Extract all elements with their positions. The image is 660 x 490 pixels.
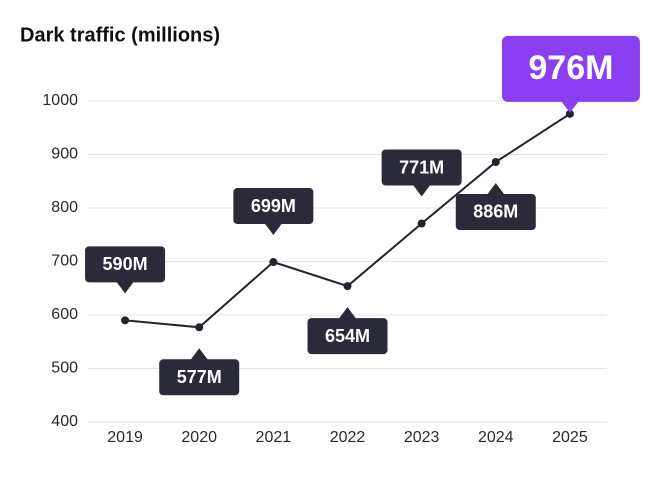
data-point xyxy=(269,258,278,267)
data-point xyxy=(565,109,574,118)
label-pointer xyxy=(412,184,431,197)
x-tick-label: 2025 xyxy=(552,429,588,446)
label-pointer xyxy=(116,281,135,294)
value-label-text: 699M xyxy=(251,196,296,216)
value-label-text: 654M xyxy=(325,326,370,346)
value-label: 976M xyxy=(501,35,640,113)
label-pointer xyxy=(190,348,209,361)
data-point xyxy=(491,157,500,166)
y-tick-label: 400 xyxy=(51,413,78,430)
y-tick-label: 600 xyxy=(51,306,78,323)
data-point xyxy=(121,316,130,325)
value-label: 577M xyxy=(159,348,240,396)
y-tick-label: 700 xyxy=(51,253,78,270)
y-tick-label: 800 xyxy=(51,199,78,216)
value-label: 654M xyxy=(307,307,388,355)
value-label-text: 976M xyxy=(528,49,613,87)
label-pointer xyxy=(264,223,283,236)
value-label: 699M xyxy=(233,188,314,236)
data-point xyxy=(195,323,204,332)
label-pointer xyxy=(338,307,357,320)
value-label: 771M xyxy=(381,149,462,197)
label-pointer xyxy=(560,100,579,113)
y-tick-label: 1000 xyxy=(42,92,78,109)
x-tick-label: 2020 xyxy=(181,429,217,446)
label-pointer xyxy=(486,182,505,195)
value-label: 590M xyxy=(85,246,166,294)
data-point xyxy=(343,282,352,291)
value-label-text: 886M xyxy=(473,202,518,222)
chart-title: Dark traffic (millions) xyxy=(20,24,220,46)
y-tick-label: 500 xyxy=(51,360,78,377)
x-tick-label: 2021 xyxy=(256,429,292,446)
value-label-text: 590M xyxy=(103,254,148,274)
x-tick-label: 2023 xyxy=(404,429,440,446)
label-box xyxy=(233,188,314,225)
data-point xyxy=(417,219,426,228)
label-box xyxy=(159,359,240,396)
label-box xyxy=(307,318,388,355)
label-box xyxy=(455,193,536,230)
x-tick-label: 2022 xyxy=(330,429,366,446)
value-label-text: 577M xyxy=(177,367,222,387)
label-box xyxy=(381,149,462,186)
label-box xyxy=(501,35,640,102)
x-tick-label: 2019 xyxy=(107,429,143,446)
x-tick-label: 2024 xyxy=(478,429,514,446)
y-tick-label: 900 xyxy=(51,146,78,163)
label-box xyxy=(85,246,166,283)
value-label-text: 771M xyxy=(399,157,444,177)
value-label: 886M xyxy=(455,182,536,230)
